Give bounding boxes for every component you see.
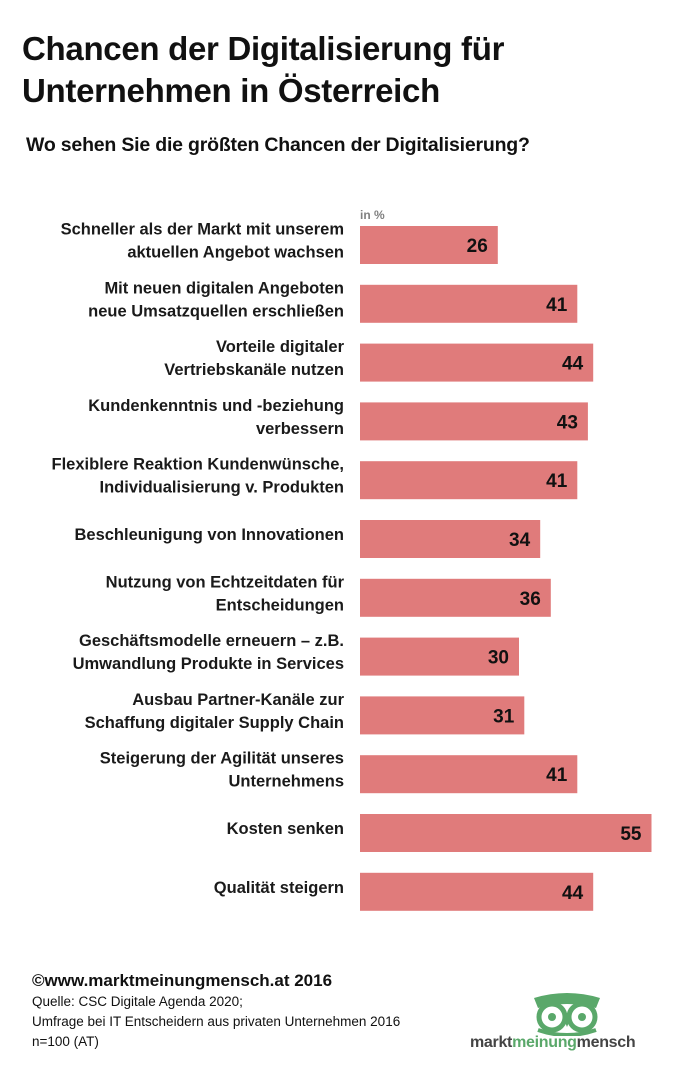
category-label-12: Qualität steigern [214,879,344,897]
brand-word-3: mensch [576,1034,636,1051]
category-label-4-line-2: verbessern [256,420,344,438]
bar-11 [360,814,652,852]
bar-3 [360,343,594,382]
category-label-3: Vorteile digitaler Vertriebskanäle nutzen [164,338,344,379]
category-label-5: Flexiblere Reaktion Kundenwünsche, Indivi… [52,456,344,497]
category-label-7-line-2: Entscheidungen [216,596,344,614]
category-label-9: Ausbau Partner-Kanäle zur Schaffung digit… [85,691,345,732]
category-label-3-line-2: Vertriebskanäle nutzen [164,361,344,379]
chart-title: Chancen der Digitalisierung für Unterneh… [22,28,662,112]
category-label-10-line-1: Steigerung der Agilität unseres [100,750,344,768]
bar-value-label-5: 41 [546,471,568,492]
category-label-9-line-1: Ausbau Partner-Kanäle zur [132,691,344,709]
copyright-text: ©www.marktmeinungmensch.at 2016 [32,971,333,990]
category-label-10-line-2: Unternehmens [228,773,344,791]
bar-5 [360,461,578,500]
bar-2 [360,284,578,323]
brand-wordmark: marktmeinungmensch [470,1034,636,1052]
brand-word-2: meinung [512,1034,577,1051]
bar-10 [360,755,578,794]
bar-value-label-7: 36 [520,589,541,610]
category-label-1-line-2: aktuellen Angebot wachsen [127,244,344,262]
category-label-8: Geschäftsmodelle erneuern – z.B. Umwandlu… [73,632,344,673]
chart-subtitle: Wo sehen Sie die größten Chancen der Dig… [26,134,530,156]
bar-7 [360,578,551,617]
category-label-1-line-1: Schneller als der Markt mit unserem [61,221,344,239]
category-label-6: Beschleunigung von Innovationen [74,526,344,544]
category-label-8-line-2: Umwandlung Produkte in Services [73,655,344,673]
owl-icon [534,993,600,1036]
bar-value-label-10: 41 [546,765,568,786]
category-label-11-line-1: Kosten senken [227,820,344,838]
category-label-2-line-2: neue Umsatzquellen erschließen [88,302,344,320]
bar-value-label-1: 26 [467,236,488,257]
bar-6 [360,520,541,558]
bar-value-label-8: 30 [488,648,509,669]
category-label-2-line-1: Mit neuen digitalen Angeboten [104,279,344,297]
category-label-5-line-2: Individualisierung v. Produkten [100,479,344,497]
category-label-12-line-1: Qualität steigern [214,879,344,897]
category-label-6-line-1: Beschleunigung von Innovationen [74,526,344,544]
category-label-3-line-1: Vorteile digitaler [216,338,345,356]
footer: ©www.marktmeinungmensch.at 2016 Quelle: … [32,970,400,1052]
bar-9 [360,696,525,735]
category-label-2: Mit neuen digitalen Angeboten neue Umsatz… [88,279,344,320]
category-label-4-line-1: Kundenkenntnis und -beziehung [88,397,344,415]
category-label-7-line-1: Nutzung von Echtzeitdaten für [106,573,345,591]
category-label-10: Steigerung der Agilität unseres Unternehm… [100,750,344,791]
source-line-2: Umfrage bei IT Entscheidern aus privaten… [32,1014,401,1029]
unit-label: in % [360,208,385,222]
category-label-5-line-1: Flexiblere Reaktion Kundenwünsche, [52,456,344,474]
source-line-3: n=100 (AT) [32,1034,99,1049]
category-label-11: Kosten senken [227,820,344,838]
bar-value-label-3: 44 [562,354,584,375]
bar-12 [360,872,594,911]
bar-value-label-9: 31 [493,706,515,727]
source-line-1: Quelle: CSC Digitale Agenda 2020; [32,994,243,1009]
category-label-8-line-1: Geschäftsmodelle erneuern – z.B. [79,632,344,650]
chart-title-line-1: Chancen der Digitalisierung für [22,30,505,67]
bar-value-label-12: 44 [562,883,584,904]
bar-value-label-6: 34 [509,530,531,551]
bar-value-label-11: 55 [620,824,642,845]
bar-value-label-4: 43 [557,412,578,433]
bar-1 [360,226,498,264]
category-label-7: Nutzung von Echtzeitdaten für Entscheidun… [106,573,345,614]
bar-8 [360,637,519,676]
category-label-9-line-2: Schaffung digitaler Supply Chain [85,714,344,732]
bar-4 [360,402,588,441]
bar-value-label-2: 41 [546,295,568,316]
category-label-1: Schneller als der Markt mit unserem aktue… [61,221,344,262]
chart-title-line-2: Unternehmen in Österreich [22,72,440,109]
category-label-4: Kundenkenntnis und -beziehung verbessern [88,397,344,438]
brand-logo: marktmeinungmensch [470,990,670,1060]
brand-word-1: markt [470,1034,513,1051]
